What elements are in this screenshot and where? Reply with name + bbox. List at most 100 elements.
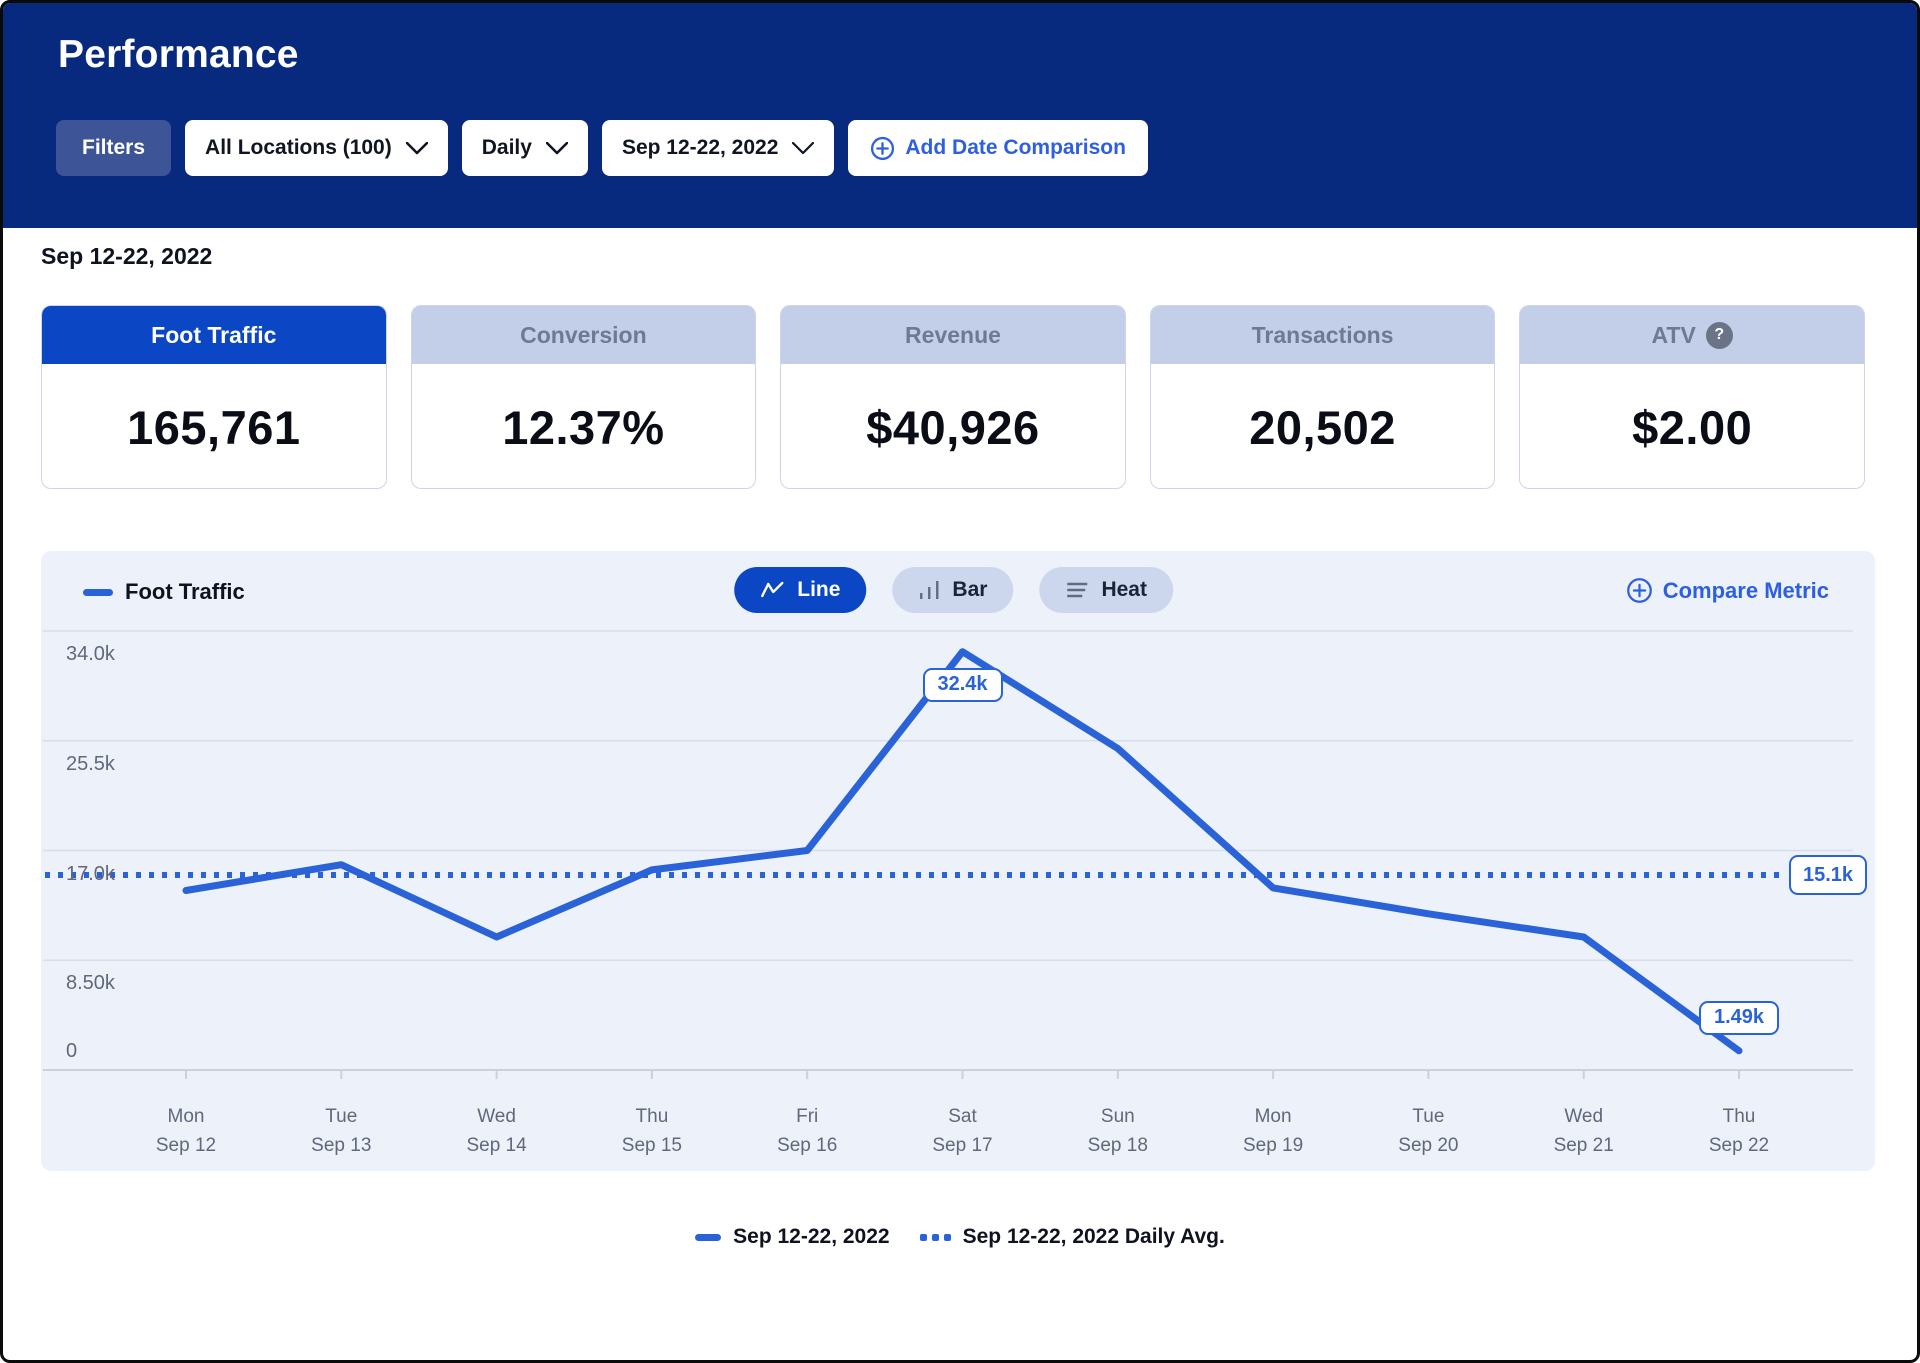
heat-icon [1067, 582, 1088, 598]
y-axis-tick-label: 0 [66, 1040, 78, 1062]
legend-item-label: Sep 12-22, 2022 [733, 1225, 890, 1248]
locations-dropdown-label: All Locations (100) [205, 136, 392, 159]
x-axis-label-date: Sep 22 [1708, 1134, 1770, 1156]
chart-view-label: Bar [952, 578, 988, 601]
data-point-label: 1.49k [1699, 1000, 1779, 1035]
metric-card-label: Conversion [411, 306, 756, 364]
metric-card-conversion[interactable]: Conversion 12.37% [410, 305, 757, 489]
metric-card-value: 165,761 [127, 400, 301, 454]
metric-card-transactions[interactable]: Transactions 20,502 [1149, 305, 1496, 489]
line-chart [43, 630, 1853, 1079]
add-date-comparison-label: Add Date Comparison [905, 136, 1126, 159]
page-title: Performance [58, 33, 299, 76]
x-axis-label-weekday: Fri [796, 1106, 819, 1127]
metric-card-value: 20,502 [1249, 400, 1396, 454]
x-axis-label: Tue Sep 20 [1363, 1103, 1493, 1160]
chart-panel: Foot Traffic Line Bar Heat Compare Metric … [41, 551, 1875, 1171]
line-icon [761, 581, 784, 598]
y-axis-tick-label: 25.5k [66, 752, 115, 775]
x-axis-label: Thu Sep 15 [587, 1103, 717, 1160]
granularity-dropdown-label: Daily [481, 136, 532, 159]
granularity-dropdown[interactable]: Daily [461, 120, 588, 176]
x-axis-label-weekday: Sun [1100, 1106, 1135, 1127]
x-axis-label-date: Sep 16 [777, 1134, 838, 1156]
metric-card-label: Foot Traffic [42, 306, 386, 364]
chevron-down-icon [545, 141, 568, 154]
x-axis-label-date: Sep 17 [932, 1134, 993, 1156]
x-axis-label-date: Sep 18 [1087, 1134, 1148, 1156]
chart-series-legend: Foot Traffic [83, 579, 245, 605]
metric-card-label: Transactions [1150, 306, 1495, 364]
y-axis-tick-label: 17.0k [66, 862, 115, 885]
y-axis-tick-label: 34.0k [66, 643, 115, 665]
foot-traffic-line-series [182, 648, 1743, 1055]
plus-circle-icon [1626, 578, 1652, 603]
x-axis-label: Sun Sep 18 [1053, 1103, 1183, 1160]
x-axis-label-date: Sep 20 [1398, 1134, 1459, 1156]
y-axis-tick-label: 8.50k [66, 972, 115, 995]
metric-card-value: 12.37% [502, 400, 665, 454]
x-axis-label-date: Sep 19 [1242, 1134, 1304, 1156]
metric-cards-row: Foot Traffic 165,761 Conversion 12.37% Reven… [41, 305, 1865, 489]
date-range-dropdown-label: Sep 12-22, 2022 [621, 136, 779, 159]
bar-icon [920, 581, 939, 599]
x-axis-label-weekday: Wed [1564, 1106, 1604, 1127]
data-point-label: 32.4k [922, 667, 1003, 702]
legend-item-label: Sep 12-22, 2022 Daily Avg. [962, 1225, 1225, 1248]
metric-card-value: $2.00 [1632, 400, 1753, 454]
x-axis-label-weekday: Tue [325, 1106, 358, 1127]
x-axis-label-weekday: Sat [948, 1106, 977, 1127]
locations-dropdown[interactable]: All Locations (100) [185, 120, 448, 176]
x-axis-label-weekday: Mon [167, 1106, 205, 1127]
chart-legend: Sep 12-22, 2022 Sep 12-22, 2022 Daily Avg… [3, 1225, 1917, 1249]
chevron-down-icon [405, 141, 428, 154]
x-axis-label-date: Sep 15 [621, 1134, 682, 1156]
x-axis-label: Fri Sep 16 [742, 1103, 872, 1160]
x-axis-label: Sat Sep 17 [898, 1103, 1028, 1160]
dotted-line-marker-icon [919, 1233, 951, 1241]
chart-view-bar-button[interactable]: Bar [892, 567, 1014, 613]
daily-average-value-chip: 15.1k [1789, 855, 1867, 896]
x-axis-label-date: Sep 21 [1553, 1134, 1614, 1156]
x-axis-label-weekday: Tue [1412, 1106, 1445, 1127]
x-axis-label-date: Sep 14 [466, 1134, 527, 1156]
x-axis-label: Tue Sep 13 [276, 1103, 406, 1160]
metric-card-label-text: Conversion [520, 321, 647, 348]
help-icon[interactable]: ? [1705, 321, 1733, 349]
x-axis-label-weekday: Wed [477, 1106, 516, 1127]
x-axis-label-weekday: Mon [1254, 1106, 1292, 1127]
metric-card-label-text: Foot Traffic [151, 321, 277, 348]
filters-button[interactable]: Filters [56, 120, 172, 176]
metric-card-foot-traffic[interactable]: Foot Traffic 165,761 [41, 305, 387, 489]
chart-series-legend-label: Foot Traffic [125, 579, 245, 604]
chevron-down-icon [792, 141, 815, 154]
chart-view-label: Heat [1101, 578, 1147, 601]
compare-metric-button[interactable]: Compare Metric [1626, 577, 1829, 604]
metric-card-value: $40,926 [866, 400, 1040, 454]
metric-card-label: ATV? [1520, 306, 1864, 364]
x-axis-label: Thu Sep 22 [1674, 1103, 1804, 1160]
metric-card-label: Revenue [781, 306, 1125, 364]
metric-card-atv[interactable]: ATV? $2.00 [1519, 305, 1865, 489]
compare-metric-label: Compare Metric [1662, 577, 1829, 603]
x-axis-label-weekday: Thu [1722, 1106, 1756, 1127]
x-axis-label: Wed Sep 21 [1519, 1103, 1649, 1160]
solid-line-marker-icon [695, 1233, 722, 1241]
x-axis-label-weekday: Thu [635, 1106, 669, 1127]
chart-view-label: Line [797, 578, 841, 601]
chart-view-heat-button[interactable]: Heat [1039, 567, 1173, 613]
top-header: Performance Filters All Locations (100) … [3, 3, 1917, 228]
filters-button-label: Filters [82, 136, 146, 159]
x-axis-label: Mon Sep 19 [1208, 1103, 1338, 1160]
add-date-comparison-button[interactable]: Add Date Comparison [848, 120, 1148, 176]
plus-circle-icon [871, 136, 895, 160]
legend-item-series: Sep 12-22, 2022 [695, 1225, 890, 1249]
metric-card-label-text: Transactions [1251, 321, 1394, 348]
date-range-dropdown[interactable]: Sep 12-22, 2022 [601, 120, 835, 176]
metric-card-revenue[interactable]: Revenue $40,926 [780, 305, 1126, 489]
x-axis-label-date: Sep 12 [155, 1134, 217, 1156]
chart-view-line-button[interactable]: Line [734, 567, 867, 613]
filter-bar: Filters All Locations (100) Daily Sep 12… [56, 120, 1148, 176]
metric-card-label-text: Revenue [905, 321, 1001, 348]
